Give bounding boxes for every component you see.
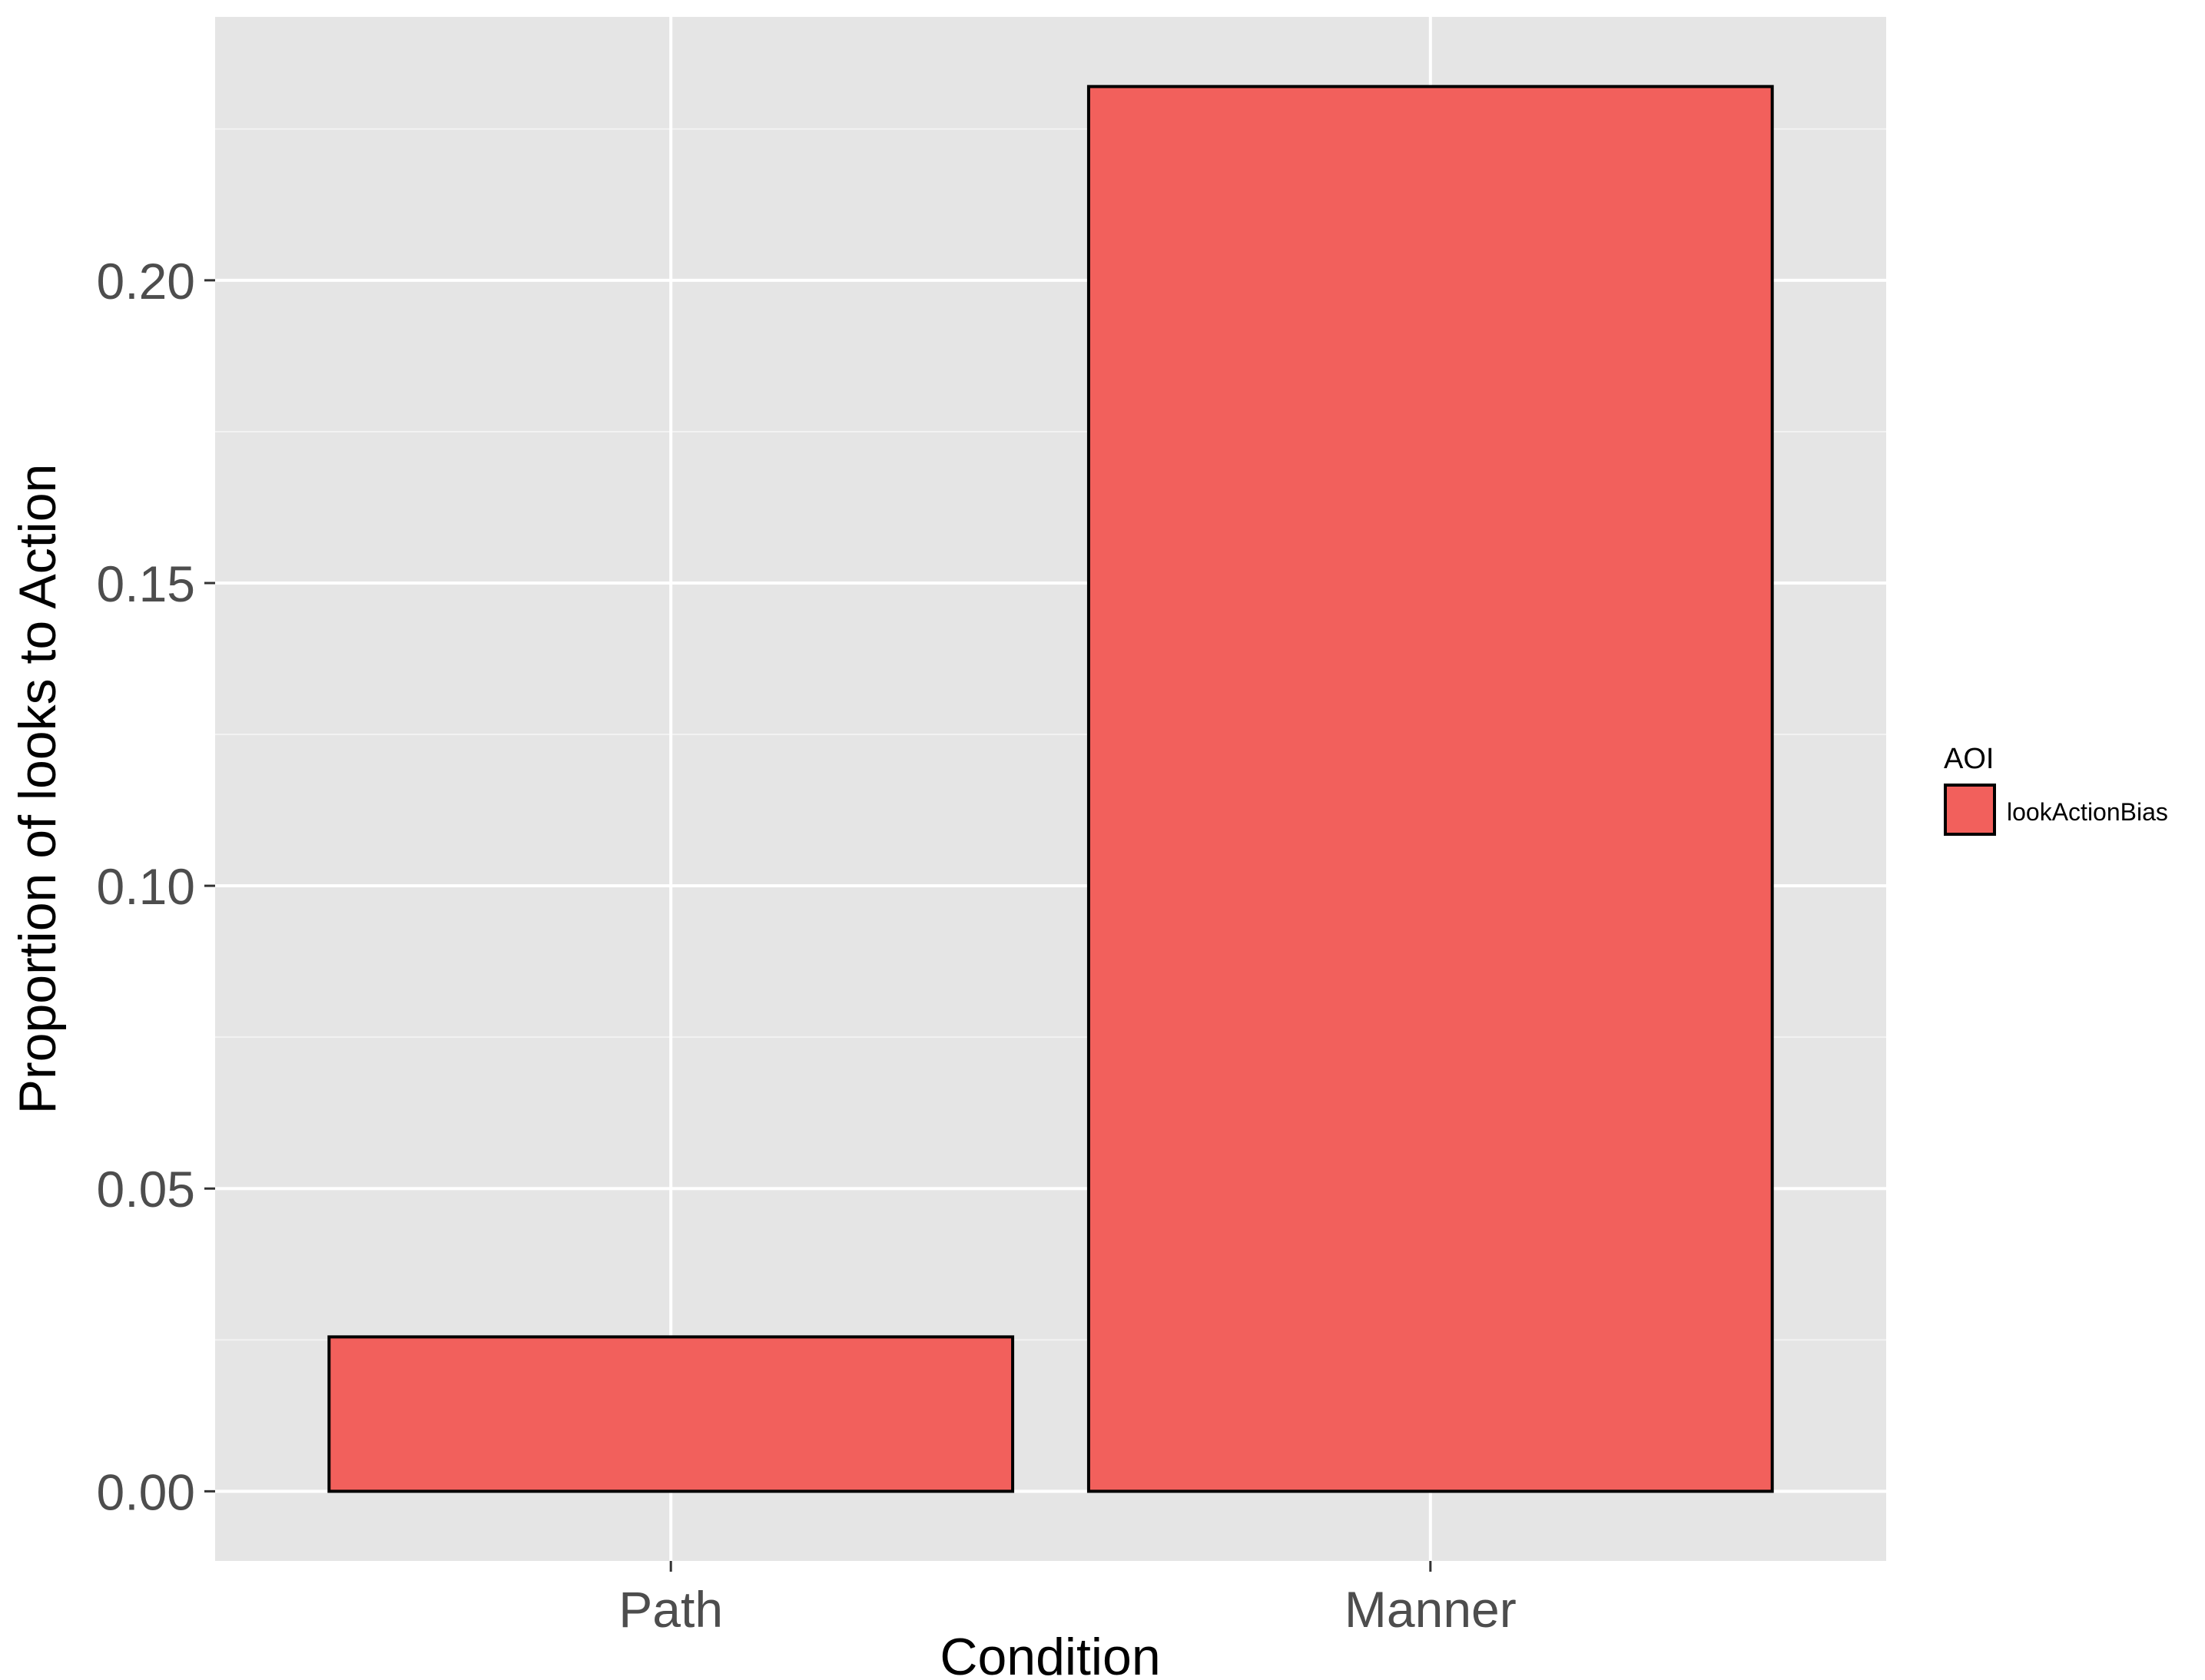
x-axis: Path Manner [618,1561,1517,1638]
legend-entry-lookActionBias: lookActionBias [2007,798,2168,826]
y-tick-label: 0.15 [97,555,195,612]
bar-manner [1086,84,1774,1493]
bars [327,84,1774,1493]
y-tick-label: 0.10 [97,858,195,915]
bar-path [327,1335,1015,1493]
y-tick-label: 0.05 [97,1161,195,1218]
y-tick-label: 0.00 [97,1463,195,1520]
y-axis-title: Proportion of looks to Action [8,464,67,1115]
legend: AOI lookActionBias [1944,743,2168,836]
x-tick-label: Manner [1345,1581,1517,1638]
x-axis-title: Condition [940,1628,1160,1680]
x-tick-label: Path [618,1581,723,1638]
legend-key [1944,784,1996,836]
y-tick-label: 0.20 [97,253,195,310]
y-axis: 0.00 0.05 0.10 0.15 0.20 [97,253,215,1520]
legend-title: AOI [1944,743,1994,775]
